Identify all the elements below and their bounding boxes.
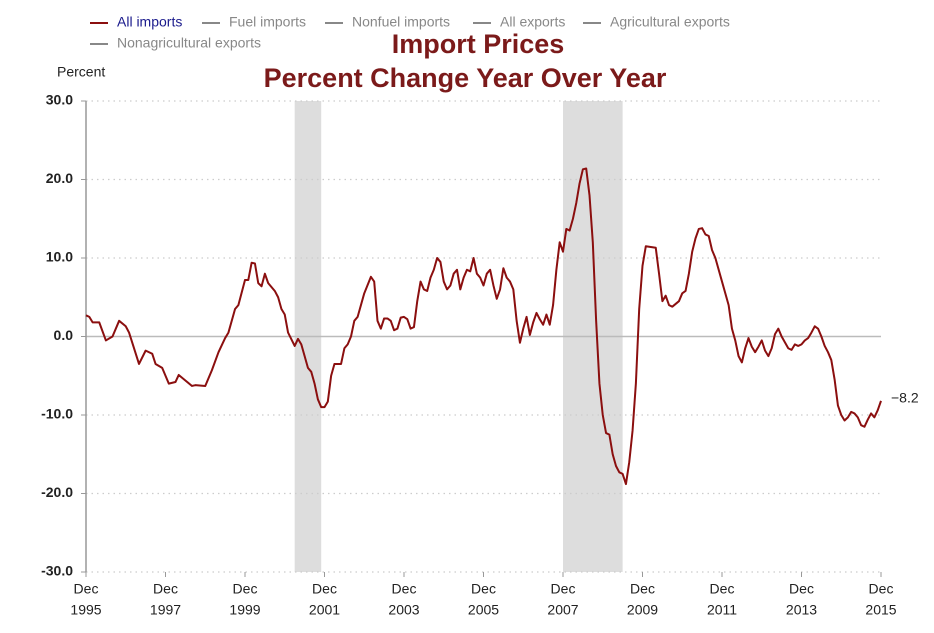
x-tick-label: 1997	[150, 602, 181, 618]
y-tick-label: 20.0	[46, 170, 73, 186]
x-tick-label: Dec	[869, 581, 894, 597]
x-tick-label: Dec	[74, 581, 99, 597]
x-tick-label: Dec	[789, 581, 814, 597]
x-tick-label: Dec	[153, 581, 178, 597]
y-axis-label: Percent	[57, 64, 105, 80]
y-tick-label: -20.0	[41, 484, 73, 500]
x-tick-label: 2005	[468, 602, 499, 618]
x-tick-label: Dec	[710, 581, 735, 597]
legend-label[interactable]: Agricultural exports	[610, 14, 730, 30]
chart-subtitle: Percent Change Year Over Year	[264, 63, 667, 93]
legend-label[interactable]: Fuel imports	[229, 14, 306, 30]
x-tick-label: Dec	[233, 581, 258, 597]
chart-title: Import Prices	[392, 29, 565, 59]
end-label: −8.2	[891, 390, 919, 406]
x-tick-label: 1999	[229, 602, 260, 618]
y-tick-label: 0.0	[54, 327, 74, 343]
x-tick-label: 2007	[547, 602, 578, 618]
x-tick-label: Dec	[471, 581, 496, 597]
x-tick-label: 2009	[627, 602, 658, 618]
x-tick-label: Dec	[551, 581, 576, 597]
x-tick-label: 2003	[388, 602, 419, 618]
x-tick-label: 2015	[865, 602, 896, 618]
legend-label[interactable]: Nonagricultural exports	[117, 35, 261, 51]
x-tick-label: 1995	[70, 602, 101, 618]
x-tick-label: Dec	[312, 581, 337, 597]
y-tick-label: 30.0	[46, 92, 73, 108]
y-tick-label: -30.0	[41, 563, 73, 579]
x-tick-label: 2001	[309, 602, 340, 618]
series-line	[85, 167, 882, 486]
x-tick-label: 2013	[786, 602, 817, 618]
legend-label[interactable]: Nonfuel imports	[352, 14, 450, 30]
y-tick-label: -10.0	[41, 406, 73, 422]
x-tick-label: 2011	[707, 602, 737, 618]
legend-label[interactable]: All exports	[500, 14, 565, 30]
x-tick-label: Dec	[392, 581, 417, 597]
y-tick-label: 10.0	[46, 249, 73, 265]
x-tick-label: Dec	[630, 581, 655, 597]
legend-label[interactable]: All imports	[117, 14, 182, 30]
